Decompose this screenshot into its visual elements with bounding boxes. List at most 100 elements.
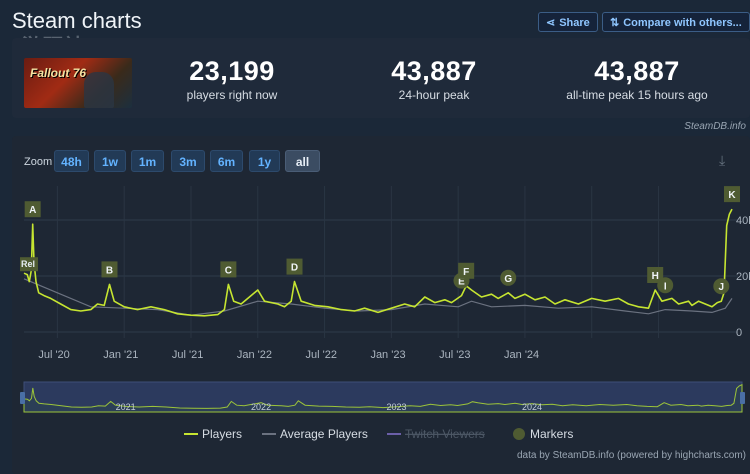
navigator-handle-right bbox=[740, 392, 745, 404]
navigator-year-label: 2021 bbox=[116, 402, 136, 412]
stat-all-time-peak: 43,887 all-time peak 15 hours ago bbox=[552, 56, 722, 102]
marker-label: F bbox=[463, 267, 469, 278]
steamdb-credit[interactable]: SteamDB.info bbox=[684, 121, 746, 132]
release-marker-box bbox=[20, 257, 38, 272]
marker-h: H bbox=[647, 267, 664, 283]
navigator-handle-left bbox=[20, 392, 25, 404]
chart-panel: Zoom 48h 1w 1m 3m 6m 1y all ⤓ 020k40k Re… bbox=[12, 136, 750, 474]
marker-b: B bbox=[101, 261, 118, 278]
legend-label: Markers bbox=[530, 427, 573, 441]
marker-label: H bbox=[652, 271, 659, 282]
marker-c: C bbox=[220, 261, 237, 278]
chart-grid: 0 20k 40k bbox=[24, 186, 750, 339]
marker-shape bbox=[220, 261, 237, 278]
y-tick-label: 0 bbox=[736, 327, 742, 339]
stat-24h-peak: 43,887 24-hour peak bbox=[364, 56, 504, 102]
navigator-series bbox=[23, 383, 743, 413]
release-marker-label: Rel bbox=[21, 259, 35, 269]
compare-icon: ⇅ bbox=[610, 17, 620, 29]
x-tick-label: Jan '21 bbox=[103, 349, 138, 361]
marker-shape bbox=[657, 277, 674, 294]
players-line bbox=[23, 208, 733, 317]
stat-value: 43,887 bbox=[594, 56, 680, 86]
thumbnail-figure bbox=[84, 72, 114, 108]
x-tick-label: Jan '22 bbox=[237, 349, 272, 361]
y-tick-label: 40k bbox=[736, 215, 750, 227]
thumbnail-text: Fallout 76 bbox=[30, 66, 87, 80]
stats-panel: Fallout 76 23,199 players right now 43,8… bbox=[12, 38, 750, 118]
game-thumbnail[interactable]: Fallout 76 bbox=[24, 58, 132, 108]
legend-symbol bbox=[513, 428, 525, 440]
stat-label: players right now bbox=[186, 88, 278, 102]
zoom-48h-button[interactable]: 48h bbox=[54, 150, 89, 172]
zoom-6m-button[interactable]: 6m bbox=[210, 150, 243, 172]
stat-players-now: 23,199 players right now bbox=[162, 56, 302, 102]
marker-label: A bbox=[29, 205, 36, 216]
marker-shape bbox=[24, 201, 41, 218]
x-tick-label: Jul '23 bbox=[439, 349, 470, 361]
average-players-layer bbox=[23, 278, 733, 316]
x-tick-label: Jul '22 bbox=[305, 349, 336, 361]
navigator-year-label: 2023 bbox=[387, 402, 407, 412]
legend-players[interactable]: Players bbox=[184, 427, 242, 441]
marker-label: G bbox=[504, 274, 512, 285]
navigator-year-label: 2022 bbox=[251, 402, 271, 412]
marker-shape bbox=[101, 261, 118, 278]
x-tick-label: Jul '21 bbox=[172, 349, 203, 361]
x-tick-label: Jan '24 bbox=[504, 349, 539, 361]
stat-value: 43,887 bbox=[391, 56, 477, 86]
release-marker: Rel bbox=[20, 257, 38, 272]
marker-label: D bbox=[291, 263, 298, 274]
marker-shape bbox=[713, 278, 730, 295]
page-title: Steam charts bbox=[12, 8, 142, 33]
marker-label: C bbox=[225, 265, 232, 276]
legend-label: Twitch Viewers bbox=[405, 427, 485, 441]
marker-label: J bbox=[719, 282, 725, 293]
zoom-1m-button[interactable]: 1m bbox=[131, 150, 164, 172]
compare-button[interactable]: ⇅ Compare with others... bbox=[602, 12, 750, 32]
legend: Players Average Players Twitch Viewers Mark… bbox=[184, 427, 573, 441]
marker-label: K bbox=[728, 190, 736, 201]
share-button[interactable]: ⋖ Share bbox=[538, 12, 598, 32]
marker-shape bbox=[647, 267, 664, 283]
x-tick-label: Jul '20 bbox=[38, 349, 69, 361]
marker-a: A bbox=[24, 201, 41, 218]
stat-value: 23,199 bbox=[189, 56, 275, 86]
marker-shape bbox=[286, 258, 303, 275]
players-layer bbox=[23, 208, 733, 317]
x-tick-label: Jan '23 bbox=[370, 349, 405, 361]
compare-label: Compare with others... bbox=[623, 17, 742, 29]
stat-label: 24-hour peak bbox=[398, 88, 470, 102]
marker-shape bbox=[500, 269, 517, 286]
marker-label: E bbox=[458, 277, 465, 288]
marker-layer: Rel A B C D EF G HI J K bbox=[20, 186, 740, 295]
marker-k: K bbox=[724, 186, 740, 203]
legend-markers[interactable]: Markers bbox=[513, 427, 573, 441]
marker-i: I bbox=[657, 277, 674, 294]
zoom-label: Zoom bbox=[24, 156, 53, 168]
share-label: Share bbox=[559, 17, 590, 29]
axis-layer: Jul '20 Jan '21 Jul '21 Jan '22 Jul '22 Jan '… bbox=[38, 349, 539, 361]
legend-twitch-viewers[interactable]: Twitch Viewers bbox=[387, 427, 485, 441]
download-icon[interactable]: ⤓ bbox=[719, 152, 726, 168]
y-tick-label: 20k bbox=[736, 271, 750, 283]
average-players-line bbox=[23, 278, 733, 316]
navigator-year-label: 2024 bbox=[522, 402, 542, 412]
zoom-3m-button[interactable]: 3m bbox=[171, 150, 205, 172]
marker-label: B bbox=[106, 265, 113, 276]
legend-average-players[interactable]: Average Players bbox=[262, 427, 368, 441]
zoom-1y-button[interactable]: 1y bbox=[249, 150, 280, 172]
zoom-1w-button[interactable]: 1w bbox=[94, 150, 126, 172]
zoom-all-button[interactable]: all bbox=[285, 150, 320, 172]
marker-g: G bbox=[500, 269, 517, 286]
marker-d: D bbox=[286, 258, 303, 275]
marker-label: I bbox=[664, 281, 667, 292]
share-icon: ⋖ bbox=[546, 17, 556, 29]
chart-credit[interactable]: data by SteamDB.info (powered by highcha… bbox=[517, 450, 746, 461]
marker-f: F bbox=[458, 262, 475, 279]
stat-label: all-time peak 15 hours ago bbox=[566, 88, 708, 102]
navigator: 2021 2022 2023 2024 bbox=[20, 381, 745, 413]
marker-shape bbox=[458, 262, 475, 279]
marker-j: J bbox=[713, 278, 730, 295]
